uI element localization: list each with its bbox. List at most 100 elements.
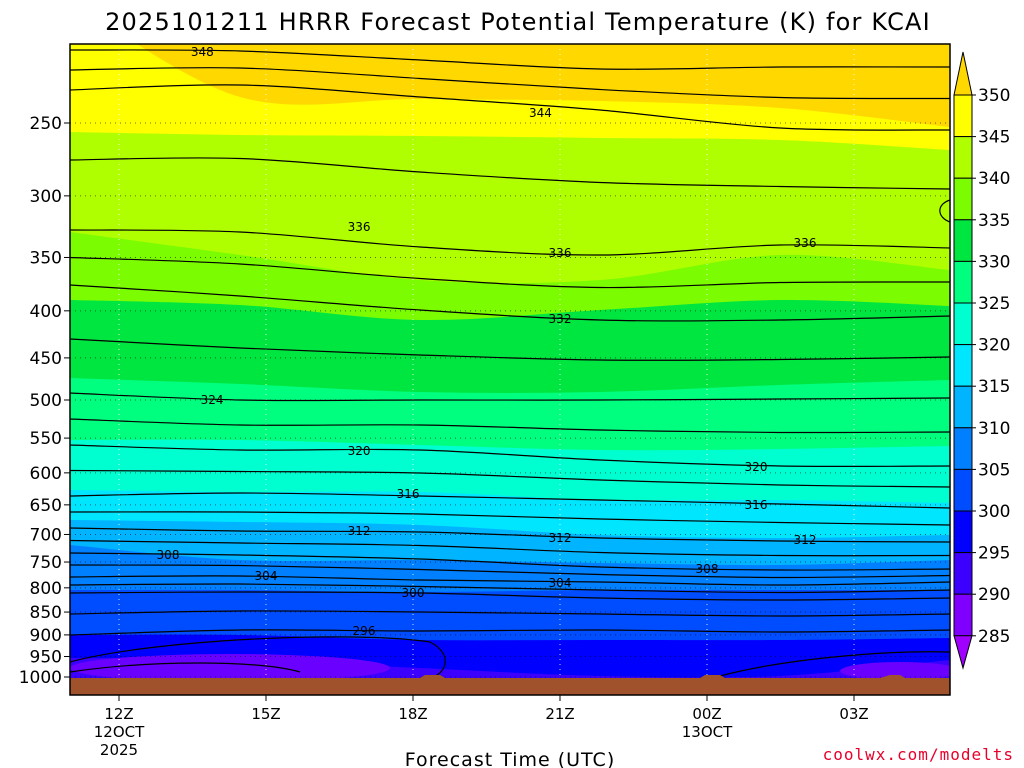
contour-label: 296 (353, 624, 376, 638)
contour-348 (70, 49, 950, 70)
x-tick-label: 00Z (692, 705, 721, 723)
contour-label-text: 304 (549, 576, 572, 590)
x-tick-label: 15Z (251, 705, 280, 723)
y-tick-label: 750 (30, 553, 62, 573)
contour-label-text: 296 (353, 624, 376, 638)
contour-label-text: 300 (402, 586, 425, 600)
contour-label-text: 316 (745, 498, 768, 512)
colorbar-swatch (953, 136, 973, 179)
colorbar-swatch (953, 385, 973, 429)
colorbar-label: 340 (978, 169, 1010, 189)
contour-label: 308 (157, 548, 180, 562)
colorbar-label: 290 (978, 585, 1010, 605)
y-tick-label: 700 (30, 525, 62, 545)
contour-label: 304 (549, 576, 572, 590)
y-axis: 250 300 350 400 450 500 550 600 650 700 750 800 850 9… (19, 114, 70, 688)
contour-320 (70, 444, 950, 468)
colorbar-label: 335 (978, 211, 1010, 231)
contour-label: 312 (348, 524, 371, 538)
contour-label: 308 (696, 562, 719, 576)
colorbar-swatch (953, 260, 973, 304)
contour-label: 312 (794, 533, 817, 547)
y-tick-label: 950 (30, 648, 62, 668)
colorbar-swatch (953, 94, 973, 138)
x-tick-year: 2025 (100, 741, 138, 759)
colorbar-label: 305 (978, 460, 1010, 480)
contour-label-text: 336 (794, 236, 817, 250)
contour-surface-west-inner (70, 662, 301, 673)
contour-label: 336 (549, 246, 572, 260)
contour-label: 348 (191, 45, 214, 59)
contour-312 (70, 527, 950, 543)
colorbar-swatch (953, 593, 973, 637)
y-tick-label: 900 (30, 626, 62, 646)
x-tick-date: 13OCT (682, 723, 733, 741)
contour-label-text: 308 (696, 562, 719, 576)
contour-intermediate (70, 539, 950, 557)
contour-label-text: 308 (157, 548, 180, 562)
contour-label-text: 312 (348, 524, 371, 538)
contour-label-text: 336 (348, 220, 371, 234)
colorbar-label: 295 (978, 544, 1010, 564)
y-tick-label: 450 (30, 349, 62, 369)
contour-intermediate (70, 564, 950, 579)
contour-surface-west (70, 636, 446, 679)
credit-text[interactable]: coolwx.com/modelts (823, 745, 1014, 764)
y-tick-label: 500 (30, 391, 62, 411)
contour-layer (70, 49, 950, 679)
cold-pool-east (840, 662, 950, 680)
contour-label-text: 344 (529, 106, 552, 120)
contour-label: 300 (402, 586, 425, 600)
contour-label-text: 304 (255, 569, 278, 583)
contour-label: 336 (348, 220, 371, 234)
plot-area: 348 344 336 336 336 332 324 320 320 316 316 312 312 3… (70, 44, 950, 695)
grid-layer (70, 44, 950, 695)
terrain-ground (70, 675, 950, 695)
colorbar-label: 345 (978, 128, 1010, 148)
colorbar-label: 330 (978, 252, 1010, 272)
contour-label: 312 (549, 531, 572, 545)
y-tick-label: 350 (30, 248, 62, 268)
colorbar-top-arrow (953, 51, 973, 96)
colorbar-label: 300 (978, 502, 1010, 522)
x-tick-label: 18Z (398, 705, 427, 723)
contour-label-text: 320 (348, 444, 371, 458)
colorbar-swatch (953, 510, 973, 554)
contour-intermediate (70, 583, 950, 594)
contour-344 (70, 84, 950, 131)
contour-308 (70, 552, 950, 571)
colorbar-swatch (953, 427, 973, 470)
colorbar-swatch (953, 552, 973, 595)
y-tick-label: 800 (30, 579, 62, 599)
contour-label-text: 336 (549, 246, 572, 260)
y-tick-label: 300 (30, 187, 62, 207)
contour-300 (70, 591, 950, 601)
colorbar-label: 325 (978, 294, 1010, 314)
colorbar-swatch (953, 219, 973, 262)
contour-label-text: 324 (201, 393, 224, 407)
contour-surface-east (719, 651, 950, 677)
colorbar-label: 320 (978, 336, 1010, 356)
colorbar-label: 310 (978, 419, 1010, 439)
x-axis-title: Forecast Time (UTC) (405, 749, 615, 768)
colorbar: 350 345 340 335 330 325 320 315 310 305 300 295 290 2… (953, 51, 1010, 670)
contour-label-text: 316 (397, 487, 420, 501)
contour-label: 316 (397, 487, 420, 501)
contour-edge-east (939, 199, 950, 223)
contour-intermediate (70, 511, 950, 526)
contour-intermediate (70, 157, 950, 190)
contour-label: 316 (745, 498, 768, 512)
colorbar-swatch (953, 468, 973, 512)
y-tick-label: 650 (30, 496, 62, 516)
contour-336 (70, 229, 950, 256)
colorbar-swatch (953, 177, 973, 221)
y-tick-label: 400 (30, 302, 62, 322)
contour-label: 320 (745, 460, 768, 474)
colorbar-label: 285 (978, 627, 1010, 647)
contour-intermediate (70, 418, 950, 434)
y-tick-label: 600 (30, 464, 62, 484)
contour-label: 332 (549, 312, 572, 326)
colorbar-swatch (953, 344, 973, 387)
